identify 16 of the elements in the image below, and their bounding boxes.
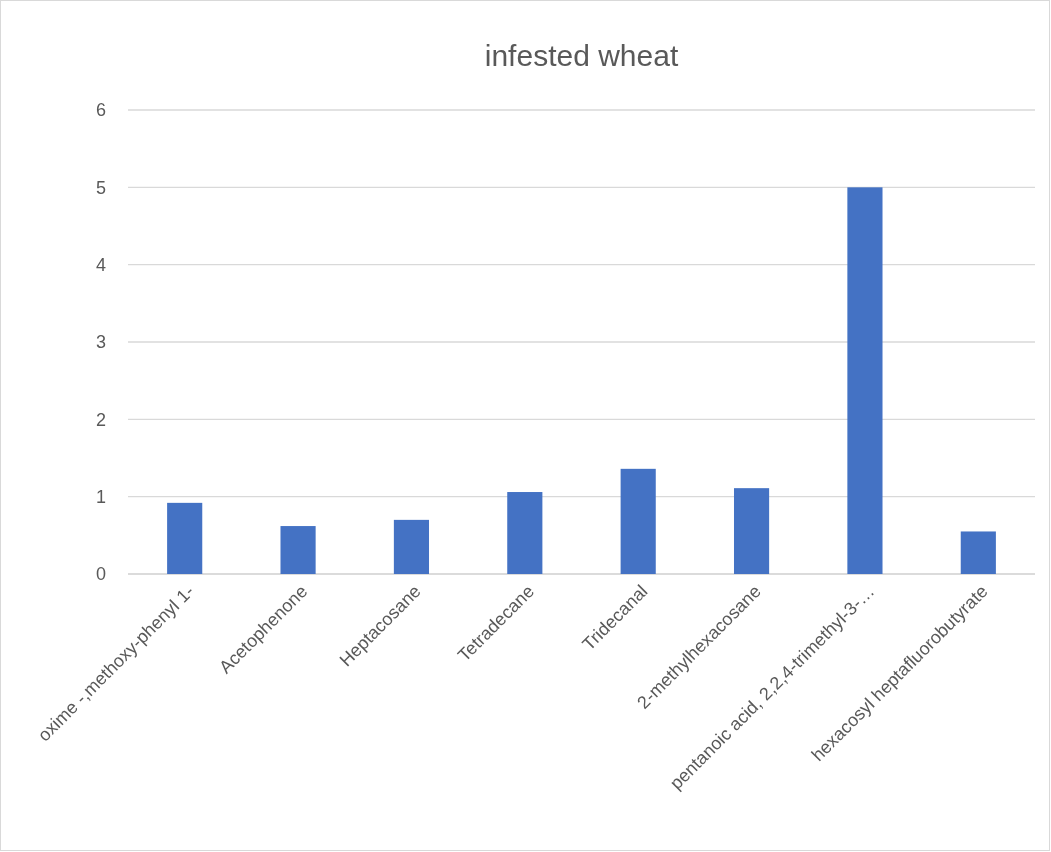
y-tick-label: 4: [95, 254, 106, 275]
bar: [960, 531, 996, 574]
bar: [393, 519, 430, 574]
bar: [167, 502, 203, 574]
bar: [733, 488, 770, 574]
y-tick-label: 0: [95, 564, 106, 585]
y-tick-label: 2: [95, 409, 106, 430]
y-tick-label: 3: [95, 332, 106, 353]
bar: [847, 187, 883, 574]
bar: [507, 492, 543, 574]
y-tick-label: 1: [95, 486, 106, 507]
bar: [280, 526, 316, 574]
chart-title: infested wheat: [484, 39, 679, 72]
bar: [620, 468, 656, 574]
y-tick-label: 5: [95, 177, 106, 198]
y-tick-label: 6: [95, 100, 106, 121]
